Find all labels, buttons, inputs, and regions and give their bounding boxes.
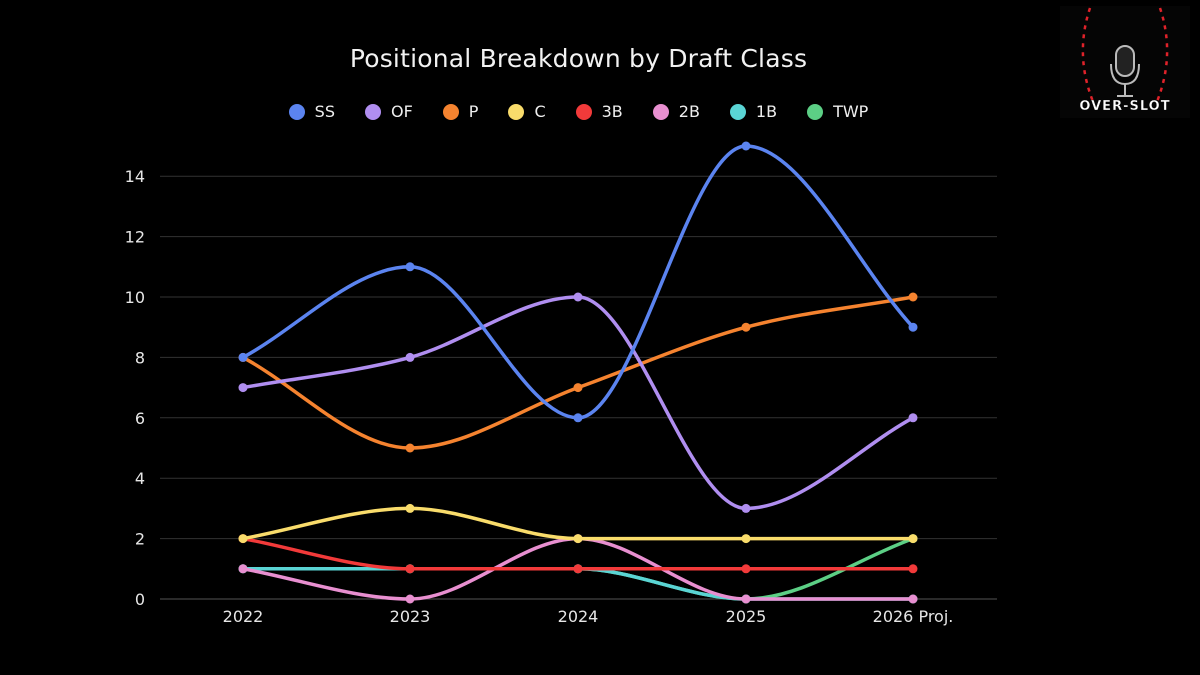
x-tick-label: 2026 Proj. bbox=[873, 607, 954, 626]
data-point bbox=[238, 383, 248, 393]
y-tick-label: 4 bbox=[135, 469, 145, 488]
y-tick-label: 2 bbox=[135, 530, 145, 549]
data-point bbox=[741, 594, 751, 604]
data-point bbox=[741, 141, 751, 151]
series-line bbox=[241, 506, 915, 541]
legend-swatch bbox=[652, 103, 669, 120]
data-point bbox=[908, 413, 918, 423]
legend-item-twp[interactable]: TWP bbox=[807, 102, 868, 121]
legend-swatch bbox=[364, 103, 381, 120]
data-point bbox=[405, 564, 415, 574]
data-point bbox=[908, 292, 918, 302]
x-tick-label: 2025 bbox=[726, 607, 767, 626]
data-point bbox=[741, 503, 751, 513]
data-point bbox=[573, 413, 583, 423]
y-tick-label: 6 bbox=[135, 409, 145, 428]
legend-label: P bbox=[468, 102, 479, 121]
data-point bbox=[405, 503, 415, 513]
legend-label: OF bbox=[390, 102, 413, 121]
data-point bbox=[908, 322, 918, 332]
series-line bbox=[241, 295, 915, 511]
data-point bbox=[741, 534, 751, 544]
data-point bbox=[405, 262, 415, 272]
x-tick-label: 2022 bbox=[223, 607, 264, 626]
legend-label: C bbox=[534, 102, 546, 121]
legend-label: TWP bbox=[833, 102, 869, 121]
legend-swatch bbox=[575, 103, 592, 120]
legend-label: 1B bbox=[755, 102, 778, 121]
series-line bbox=[241, 536, 915, 571]
data-point bbox=[405, 443, 415, 453]
data-point bbox=[238, 534, 248, 544]
legend-swatch bbox=[508, 103, 525, 120]
microphone-baseball-icon bbox=[1081, 7, 1169, 105]
data-point bbox=[238, 352, 248, 362]
legend-swatch bbox=[729, 103, 746, 120]
x-tick-label: 2023 bbox=[390, 607, 431, 626]
logo-text: OVER-SLOT bbox=[1079, 99, 1171, 114]
legend-item-3b[interactable]: 3B bbox=[575, 102, 623, 121]
legend-item-p[interactable]: P bbox=[442, 102, 479, 121]
y-tick-label: 14 bbox=[125, 167, 145, 186]
series-line bbox=[241, 144, 915, 420]
data-point bbox=[573, 292, 583, 302]
data-point bbox=[908, 564, 918, 574]
y-tick-label: 10 bbox=[125, 288, 145, 307]
legend-item-ss[interactable]: SS bbox=[288, 102, 335, 121]
legend-swatch bbox=[807, 103, 824, 120]
legend: SS OF P C 3B 2B 1B TWP bbox=[0, 102, 1157, 121]
y-tick-label: 12 bbox=[125, 228, 145, 247]
data-point bbox=[573, 383, 583, 393]
legend-label: 3B bbox=[601, 102, 623, 121]
data-point bbox=[573, 534, 583, 544]
series-of bbox=[238, 292, 918, 513]
data-point bbox=[908, 594, 918, 604]
x-tick-label: 2024 bbox=[558, 607, 599, 626]
chart-title: Positional Breakdown by Draft Class bbox=[349, 44, 808, 73]
y-tick-label: 8 bbox=[135, 348, 145, 367]
over-slot-logo: OVER-SLOT bbox=[1060, 6, 1190, 118]
series-c bbox=[238, 503, 918, 544]
y-tick-label: 0 bbox=[135, 590, 145, 609]
legend-label: 2B bbox=[678, 102, 700, 121]
data-point bbox=[908, 534, 918, 544]
data-point bbox=[741, 322, 751, 332]
data-point bbox=[238, 564, 248, 574]
legend-swatch bbox=[288, 103, 305, 120]
data-point bbox=[405, 594, 415, 604]
legend-item-2b[interactable]: 2B bbox=[652, 102, 700, 121]
data-point bbox=[741, 564, 751, 574]
data-point bbox=[405, 352, 415, 362]
legend-swatch bbox=[442, 103, 459, 120]
legend-item-c[interactable]: C bbox=[508, 102, 546, 121]
legend-label: SS bbox=[314, 102, 335, 121]
legend-item-of[interactable]: OF bbox=[364, 102, 413, 121]
legend-item-1b[interactable]: 1B bbox=[729, 102, 778, 121]
series-ss bbox=[238, 141, 918, 423]
data-point bbox=[573, 564, 583, 574]
